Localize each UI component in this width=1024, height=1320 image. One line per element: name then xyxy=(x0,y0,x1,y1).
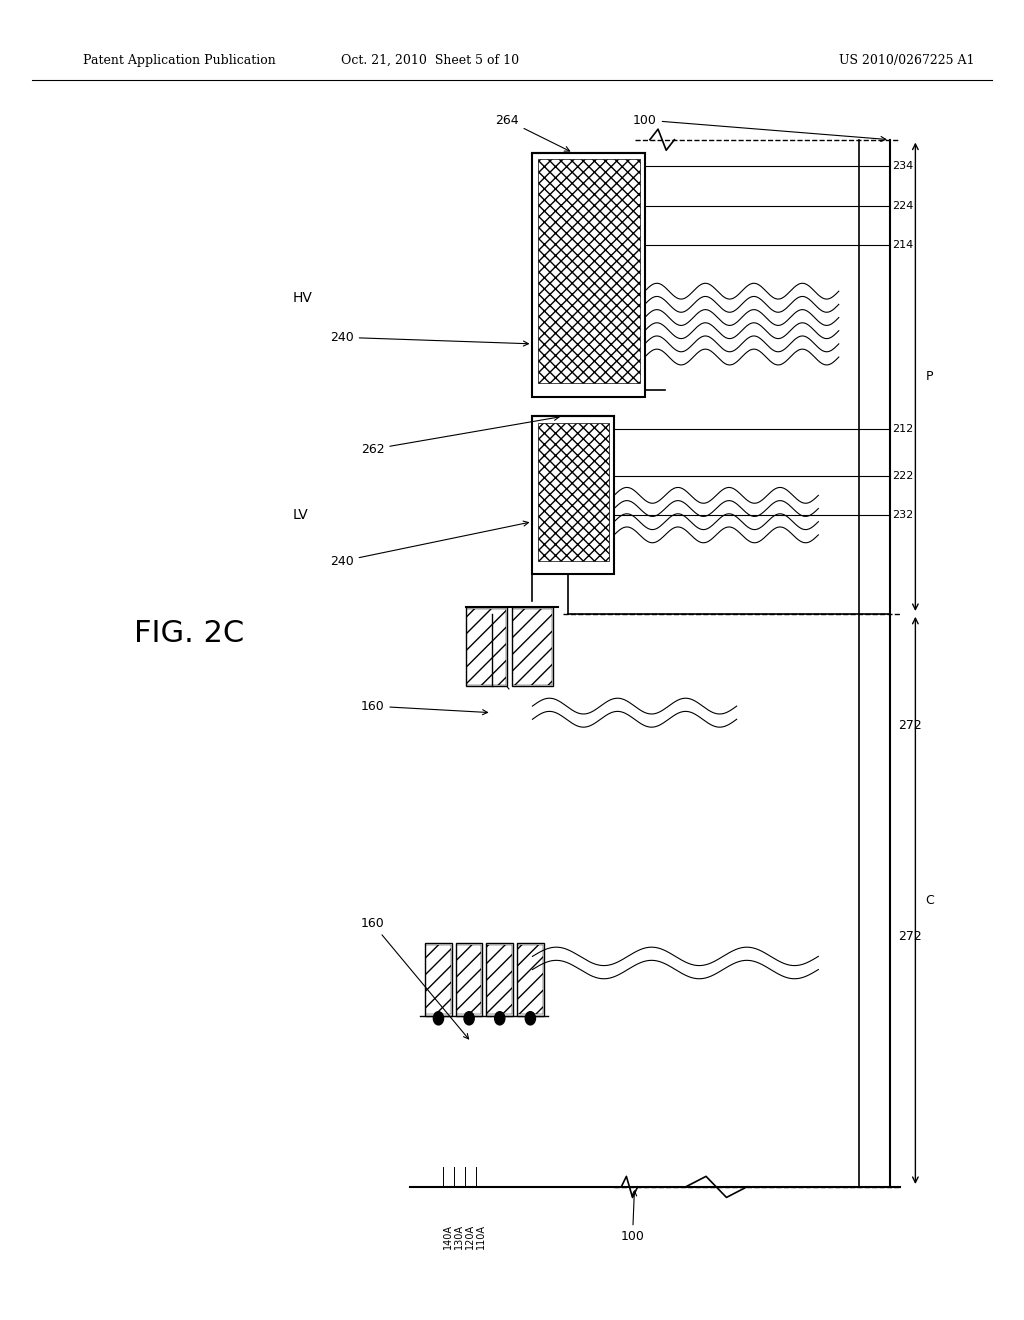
Text: 214: 214 xyxy=(892,240,913,249)
Text: LV: LV xyxy=(293,508,308,523)
Text: 272: 272 xyxy=(898,931,922,942)
Circle shape xyxy=(525,1011,536,1024)
FancyBboxPatch shape xyxy=(512,607,553,686)
FancyBboxPatch shape xyxy=(457,945,481,1014)
Text: 160: 160 xyxy=(360,917,469,1039)
Text: C: C xyxy=(926,894,934,907)
Text: 240: 240 xyxy=(330,521,528,568)
Text: 224: 224 xyxy=(892,201,913,211)
Text: 100: 100 xyxy=(621,1191,644,1243)
FancyBboxPatch shape xyxy=(532,153,645,396)
Text: 110A: 110A xyxy=(476,1224,486,1249)
Text: 264: 264 xyxy=(495,114,569,150)
FancyBboxPatch shape xyxy=(538,422,609,561)
Text: 222: 222 xyxy=(892,471,913,480)
FancyBboxPatch shape xyxy=(513,609,552,685)
Text: 160: 160 xyxy=(360,700,487,714)
Text: 130A: 130A xyxy=(454,1224,464,1249)
Text: 212: 212 xyxy=(892,425,913,434)
Text: 234: 234 xyxy=(892,161,913,172)
FancyBboxPatch shape xyxy=(425,944,452,1015)
FancyBboxPatch shape xyxy=(518,945,543,1014)
Text: 262: 262 xyxy=(360,416,559,455)
FancyBboxPatch shape xyxy=(467,609,506,685)
Text: P: P xyxy=(926,371,933,383)
FancyBboxPatch shape xyxy=(426,945,451,1014)
Circle shape xyxy=(464,1011,474,1024)
FancyBboxPatch shape xyxy=(517,944,544,1015)
Circle shape xyxy=(495,1011,505,1024)
FancyBboxPatch shape xyxy=(538,160,640,383)
Text: 120A: 120A xyxy=(465,1224,475,1249)
Text: HV: HV xyxy=(293,290,312,305)
Text: 272: 272 xyxy=(898,719,922,733)
Text: US 2010/0267225 A1: US 2010/0267225 A1 xyxy=(839,54,974,67)
FancyBboxPatch shape xyxy=(486,944,513,1015)
FancyBboxPatch shape xyxy=(487,945,512,1014)
FancyBboxPatch shape xyxy=(532,416,614,574)
Text: 100: 100 xyxy=(633,114,886,141)
Text: 240: 240 xyxy=(330,331,528,346)
Text: 232: 232 xyxy=(892,510,913,520)
FancyBboxPatch shape xyxy=(466,607,507,686)
Circle shape xyxy=(433,1011,443,1024)
Text: FIG. 2C: FIG. 2C xyxy=(134,619,245,648)
Text: Patent Application Publication: Patent Application Publication xyxy=(83,54,275,67)
Text: Oct. 21, 2010  Sheet 5 of 10: Oct. 21, 2010 Sheet 5 of 10 xyxy=(341,54,519,67)
FancyBboxPatch shape xyxy=(456,944,482,1015)
Text: 140A: 140A xyxy=(442,1224,453,1249)
